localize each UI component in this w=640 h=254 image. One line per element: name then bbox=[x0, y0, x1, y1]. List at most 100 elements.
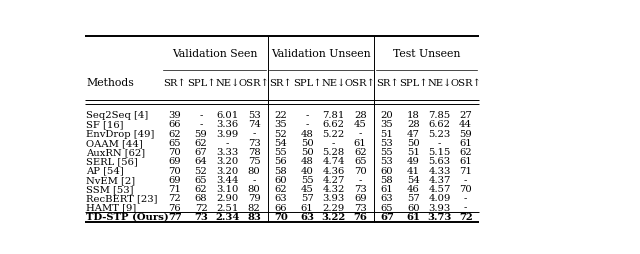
Text: 74: 74 bbox=[248, 120, 260, 129]
Text: 3.20: 3.20 bbox=[216, 157, 239, 166]
Text: 73: 73 bbox=[248, 139, 260, 148]
Text: HAMT [9]: HAMT [9] bbox=[86, 203, 136, 213]
Text: 50: 50 bbox=[301, 139, 314, 148]
Text: 70: 70 bbox=[460, 185, 472, 194]
Text: 53: 53 bbox=[248, 111, 260, 120]
Text: 3.93: 3.93 bbox=[428, 203, 451, 213]
Text: OSR↑: OSR↑ bbox=[345, 79, 376, 88]
Text: 5.23: 5.23 bbox=[428, 130, 451, 138]
Text: 4.57: 4.57 bbox=[428, 185, 451, 194]
Text: -: - bbox=[305, 120, 309, 129]
Text: AuxRN [62]: AuxRN [62] bbox=[86, 148, 145, 157]
Text: 27: 27 bbox=[460, 111, 472, 120]
Text: 73: 73 bbox=[354, 203, 367, 213]
Text: 57: 57 bbox=[407, 194, 420, 203]
Text: 40: 40 bbox=[301, 167, 314, 176]
Text: -: - bbox=[464, 176, 467, 185]
Text: 70: 70 bbox=[274, 213, 288, 222]
Text: 6.01: 6.01 bbox=[216, 111, 239, 120]
Text: TD-STP (Ours): TD-STP (Ours) bbox=[86, 213, 169, 222]
Text: 63: 63 bbox=[381, 194, 394, 203]
Text: RecBERT [23]: RecBERT [23] bbox=[86, 194, 157, 203]
Text: -: - bbox=[438, 139, 442, 148]
Text: NE↓: NE↓ bbox=[428, 79, 452, 88]
Text: 55: 55 bbox=[301, 176, 314, 185]
Text: -: - bbox=[226, 139, 229, 148]
Text: 65: 65 bbox=[168, 139, 181, 148]
Text: 3.73: 3.73 bbox=[428, 213, 452, 222]
Text: 2.34: 2.34 bbox=[215, 213, 239, 222]
Text: 83: 83 bbox=[247, 213, 261, 222]
Text: 5.22: 5.22 bbox=[323, 130, 344, 138]
Text: SPL↑: SPL↑ bbox=[293, 79, 321, 88]
Text: 59: 59 bbox=[460, 130, 472, 138]
Text: 82: 82 bbox=[248, 203, 260, 213]
Text: 69: 69 bbox=[168, 176, 181, 185]
Text: 5.15: 5.15 bbox=[428, 148, 451, 157]
Text: Test Unseen: Test Unseen bbox=[393, 49, 460, 59]
Text: 58: 58 bbox=[275, 167, 287, 176]
Text: 62: 62 bbox=[195, 139, 207, 148]
Text: -: - bbox=[358, 176, 362, 185]
Text: 4.33: 4.33 bbox=[428, 167, 451, 176]
Text: 59: 59 bbox=[195, 130, 207, 138]
Text: 61: 61 bbox=[406, 213, 420, 222]
Text: 61: 61 bbox=[301, 203, 314, 213]
Text: 63: 63 bbox=[300, 213, 314, 222]
Text: NE↓: NE↓ bbox=[215, 79, 239, 88]
Text: -: - bbox=[305, 111, 309, 120]
Text: 2.29: 2.29 bbox=[323, 203, 344, 213]
Text: 49: 49 bbox=[407, 157, 420, 166]
Text: Seq2Seq [4]: Seq2Seq [4] bbox=[86, 111, 148, 120]
Text: 4.32: 4.32 bbox=[323, 185, 345, 194]
Text: 54: 54 bbox=[275, 139, 287, 148]
Text: 2.90: 2.90 bbox=[216, 194, 239, 203]
Text: SSM [53]: SSM [53] bbox=[86, 185, 134, 194]
Text: 3.20: 3.20 bbox=[216, 167, 239, 176]
Text: 50: 50 bbox=[301, 148, 314, 157]
Text: 67: 67 bbox=[380, 213, 394, 222]
Text: 4.74: 4.74 bbox=[322, 157, 345, 166]
Text: 6.62: 6.62 bbox=[429, 120, 451, 129]
Text: SR↑: SR↑ bbox=[163, 79, 186, 88]
Text: 61: 61 bbox=[381, 185, 394, 194]
Text: -: - bbox=[252, 176, 256, 185]
Text: 41: 41 bbox=[407, 167, 420, 176]
Text: 64: 64 bbox=[195, 157, 207, 166]
Text: 55: 55 bbox=[275, 148, 287, 157]
Text: 5.28: 5.28 bbox=[323, 148, 344, 157]
Text: 57: 57 bbox=[301, 194, 314, 203]
Text: 66: 66 bbox=[275, 203, 287, 213]
Text: Methods: Methods bbox=[86, 78, 134, 88]
Text: 61: 61 bbox=[354, 139, 367, 148]
Text: 3.33: 3.33 bbox=[216, 148, 239, 157]
Text: 52: 52 bbox=[195, 167, 207, 176]
Text: -: - bbox=[332, 139, 335, 148]
Text: 77: 77 bbox=[168, 213, 182, 222]
Text: NE↓: NE↓ bbox=[321, 79, 346, 88]
Text: 51: 51 bbox=[381, 130, 394, 138]
Text: 70: 70 bbox=[354, 167, 367, 176]
Text: 63: 63 bbox=[275, 194, 287, 203]
Text: 68: 68 bbox=[195, 194, 207, 203]
Text: 3.10: 3.10 bbox=[216, 185, 239, 194]
Text: 3.36: 3.36 bbox=[216, 120, 238, 129]
Text: 56: 56 bbox=[275, 157, 287, 166]
Text: 71: 71 bbox=[460, 167, 472, 176]
Text: 60: 60 bbox=[407, 203, 420, 213]
Text: 44: 44 bbox=[459, 120, 472, 129]
Text: Validation Seen: Validation Seen bbox=[172, 49, 257, 59]
Text: 46: 46 bbox=[407, 185, 420, 194]
Text: 3.22: 3.22 bbox=[321, 213, 346, 222]
Text: 67: 67 bbox=[195, 148, 207, 157]
Text: 65: 65 bbox=[354, 157, 367, 166]
Text: 70: 70 bbox=[168, 167, 181, 176]
Text: -: - bbox=[464, 194, 467, 203]
Text: 7.85: 7.85 bbox=[428, 111, 451, 120]
Text: 62: 62 bbox=[460, 148, 472, 157]
Text: 73: 73 bbox=[354, 185, 367, 194]
Text: 4.27: 4.27 bbox=[323, 176, 345, 185]
Text: 76: 76 bbox=[168, 203, 181, 213]
Text: 69: 69 bbox=[354, 194, 367, 203]
Text: 47: 47 bbox=[407, 130, 420, 138]
